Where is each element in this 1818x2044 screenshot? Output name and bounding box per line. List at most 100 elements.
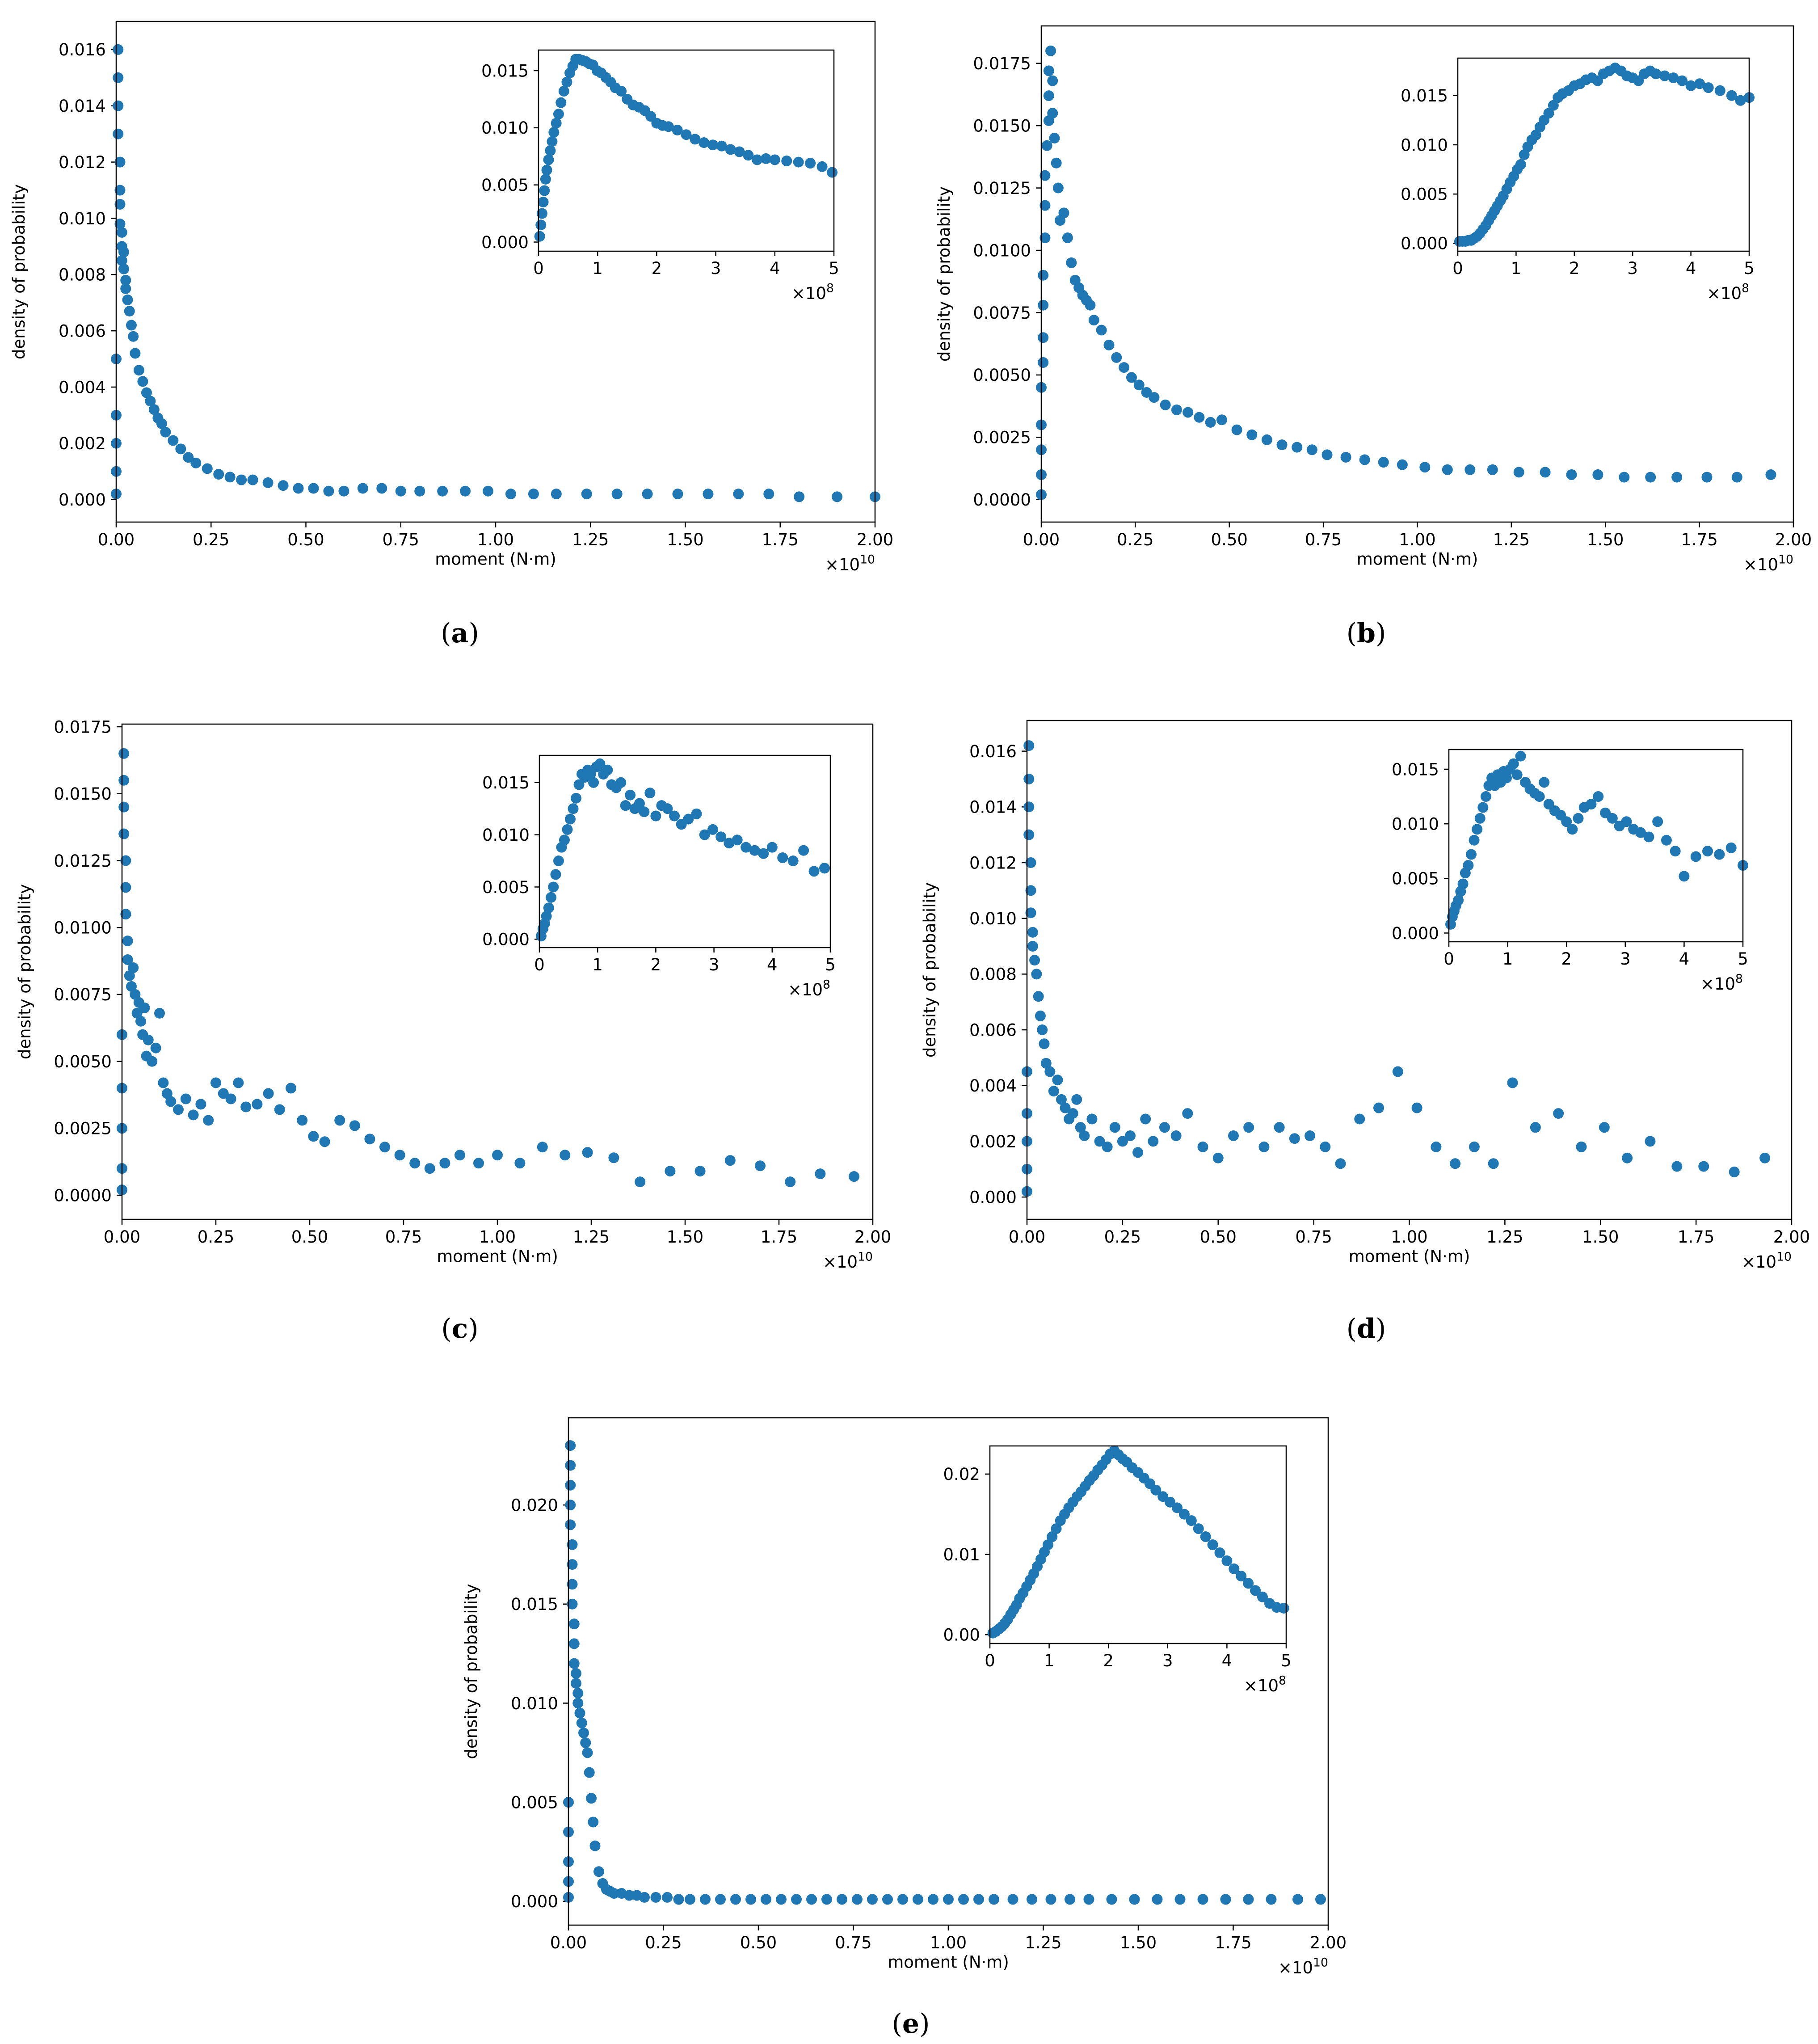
inset-background [1458, 58, 1749, 251]
main-point [1306, 444, 1317, 455]
chart-panel-b: 0.00 0.25 0.50 0.75 1.00 1.25 1.50 1.75 2.00 0.00… [934, 25, 1812, 649]
main-point [233, 1077, 244, 1088]
main-point [867, 1894, 878, 1905]
inset-point [715, 831, 727, 843]
main-point [1321, 449, 1333, 460]
inset-point [1474, 813, 1486, 824]
main-point [1037, 1024, 1048, 1036]
inset-xtick-label: 3 [1162, 1651, 1173, 1670]
chart-panel-e: 0.00 0.25 0.50 0.75 1.00 1.25 1.50 1.75 2.00 0.00… [462, 1417, 1347, 2040]
inset-point [539, 185, 550, 196]
main-point [1038, 357, 1049, 368]
main-xtick-label: 0.50 [1200, 1227, 1237, 1247]
main-plot-frame [121, 723, 874, 1220]
inset-point [1200, 1531, 1211, 1542]
main-point [124, 306, 135, 317]
main-point [1765, 469, 1776, 480]
main-point [473, 1158, 484, 1169]
main-point [1622, 1152, 1633, 1163]
inset-ytick-label: 0.00 [943, 1626, 980, 1645]
main-point [1096, 325, 1107, 336]
inset-point [615, 777, 627, 788]
panel-caption: (c) [441, 1313, 478, 1344]
inset-plot-frame [539, 754, 831, 948]
main-point [120, 855, 131, 866]
main-point [1039, 232, 1051, 244]
main-point [1075, 1122, 1086, 1133]
panel-caption: (d) [1347, 1313, 1386, 1344]
inset-offset-text: ×108 [1700, 972, 1743, 994]
main-point [148, 404, 160, 415]
main-point [308, 483, 319, 494]
main-point [188, 1109, 199, 1121]
main-point [1025, 907, 1036, 919]
main-xtick-label: 1.00 [477, 530, 514, 549]
main-point [1083, 1894, 1094, 1905]
main-point [567, 1559, 578, 1570]
main-point [1464, 464, 1476, 475]
main-point [537, 1142, 548, 1153]
main-point [437, 485, 448, 497]
main-point [1111, 352, 1122, 363]
main-point [565, 1519, 576, 1530]
x-axis-label: moment (N·m) [435, 549, 556, 569]
panel-caption: (a) [441, 618, 479, 649]
main-point [943, 1894, 954, 1905]
main-point [120, 274, 131, 286]
main-xtick-label: 1.50 [667, 530, 703, 549]
main-xtick-label: 2.00 [1310, 1933, 1347, 1952]
chart-panel-d: 0.00 0.25 0.50 0.75 1.00 1.25 1.50 1.75 2.00 0.00… [920, 720, 1810, 1344]
inset-point [1650, 68, 1662, 80]
main-point [565, 1440, 576, 1451]
main-ytick-label: 0.015 [511, 1595, 558, 1614]
inset-point [568, 803, 579, 814]
main-point [1148, 1136, 1159, 1147]
main-point [1729, 1167, 1740, 1178]
main-point [120, 283, 131, 294]
main-point [1047, 108, 1058, 119]
main-plot-frame [115, 21, 876, 523]
main-ytick-label: 0.010 [59, 209, 106, 228]
inset-offset-text: ×108 [788, 978, 830, 1000]
main-point [609, 1888, 619, 1899]
main-point [1065, 1894, 1075, 1905]
main-ytick-label: 0.0025 [973, 428, 1031, 447]
main-point [1645, 472, 1656, 483]
main-point [588, 1816, 599, 1828]
main-point [120, 882, 131, 893]
main-point [1392, 1066, 1403, 1077]
inset-point [565, 813, 576, 825]
main-point [733, 489, 744, 500]
inset-point [681, 129, 692, 140]
inset-point [1178, 1509, 1190, 1520]
main-ytick-label: 0.0125 [973, 179, 1031, 198]
main-point [1228, 1130, 1239, 1141]
main-xtick-label: 1.25 [1493, 530, 1530, 549]
main-point [1450, 1158, 1461, 1169]
inset-xtick-label: 2 [652, 259, 662, 278]
main-point [581, 489, 592, 500]
inset-point [634, 798, 645, 809]
inset-point [1466, 849, 1477, 860]
main-point [1266, 1894, 1277, 1905]
main-point [1553, 1108, 1564, 1119]
inset-xtick-label: 4 [1222, 1651, 1233, 1670]
main-offset-text: ×1010 [1278, 1956, 1328, 1978]
main-point [1140, 1113, 1151, 1125]
inset-point [1214, 1547, 1225, 1558]
main-point [409, 1158, 421, 1169]
main-point [1220, 1894, 1231, 1905]
inset-point [1725, 842, 1737, 853]
main-point [560, 1150, 571, 1161]
inset-point [620, 800, 631, 811]
inset-xtick-label: 0 [533, 259, 544, 278]
main-point [1174, 1894, 1186, 1905]
inset-point [760, 153, 771, 164]
main-point [1056, 1094, 1067, 1105]
main-point [334, 1115, 345, 1126]
inset-point [793, 156, 804, 168]
inset-point [769, 154, 780, 165]
main-point [1592, 469, 1603, 480]
inset-point [1607, 813, 1618, 824]
